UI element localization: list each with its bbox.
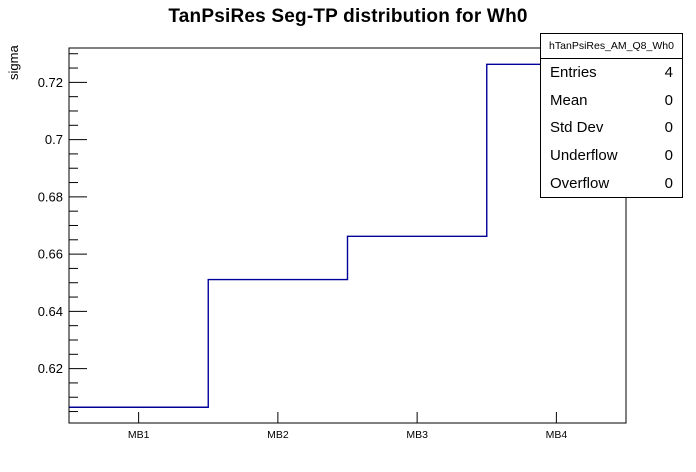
stats-label: Entries: [550, 64, 597, 82]
x-axis-tick-label: MB3: [406, 429, 428, 441]
stats-value: 0: [664, 174, 673, 192]
stats-row-mean: Mean 0: [541, 87, 682, 115]
y-axis-tick-label: 0.62: [38, 361, 63, 376]
stats-row-entries: Entries 4: [541, 59, 682, 87]
histogram-step-line: [69, 63, 626, 408]
stats-row-std-dev: Std Dev 0: [541, 114, 682, 142]
y-axis-tick-label: 0.64: [38, 304, 63, 319]
y-axis-tick-label: 0.72: [38, 75, 63, 90]
y-axis-tick-label: 0.66: [38, 247, 63, 262]
stats-label: Mean: [550, 91, 588, 109]
stats-label: Std Dev: [550, 119, 604, 137]
stats-label: Overflow: [550, 174, 610, 192]
plot-frame: [68, 47, 627, 424]
stats-label: Underflow: [550, 147, 618, 165]
stats-row-underflow: Underflow 0: [541, 142, 682, 170]
x-axis-tick-label: MB1: [128, 429, 150, 441]
stats-value: 0: [664, 91, 673, 109]
stats-row-overflow: Overflow 0: [541, 169, 682, 197]
stats-box-title: hTanPsiRes_AM_Q8_Wh0: [541, 34, 682, 59]
stats-value: 4: [664, 64, 673, 82]
x-axis-tick-label: MB2: [267, 429, 289, 441]
stats-value: 0: [664, 119, 673, 137]
y-axis-tick-label: 0.68: [38, 189, 63, 204]
stats-box: hTanPsiRes_AM_Q8_Wh0 Entries 4 Mean 0 St…: [540, 33, 683, 198]
chart-title: TanPsiRes Seg-TP distribution for Wh0: [168, 6, 528, 27]
stats-value: 0: [664, 147, 673, 165]
y-axis-tick-label: 0.7: [45, 132, 63, 147]
x-axis-tick-label: MB4: [546, 429, 568, 441]
